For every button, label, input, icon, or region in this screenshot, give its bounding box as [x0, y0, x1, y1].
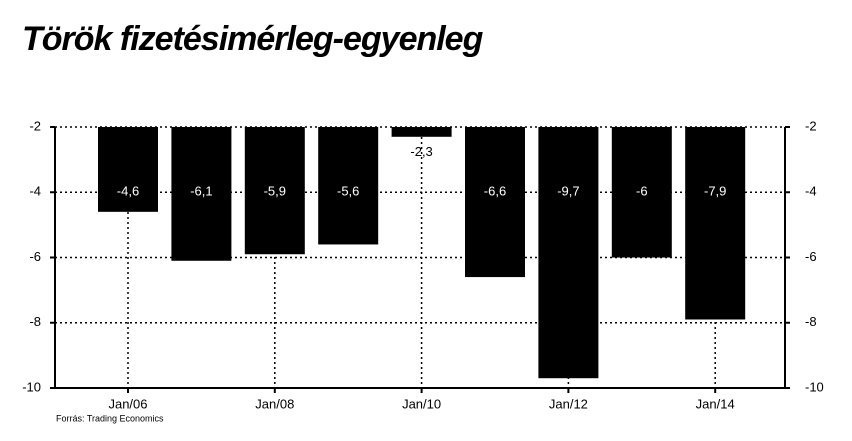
source-note: Forrás: Trading Economics	[56, 413, 164, 423]
value-label: -6,6	[484, 184, 506, 199]
bar	[391, 127, 452, 137]
x-tick-label: Jan/14	[696, 396, 735, 411]
bar	[611, 127, 672, 258]
bar	[318, 127, 379, 245]
bar	[465, 127, 525, 278]
bar	[171, 127, 232, 261]
x-tick-label: Jan/08	[255, 396, 294, 411]
bar	[685, 127, 746, 320]
value-label: -7,9	[704, 184, 726, 199]
y-tick-label: -10	[22, 379, 41, 394]
value-label: -6,1	[190, 184, 212, 199]
y2-tick-label: -10	[805, 379, 824, 394]
y-tick-label: -2	[29, 118, 41, 133]
y-tick-label: -4	[29, 184, 41, 199]
y-tick-label: -8	[29, 314, 41, 329]
bar	[98, 127, 158, 212]
y2-tick-label: -6	[805, 249, 817, 264]
bar	[244, 127, 305, 255]
value-label: -6	[636, 184, 648, 199]
bar	[538, 127, 599, 379]
value-label: -9,7	[557, 184, 579, 199]
x-tick-label: Jan/06	[108, 396, 147, 411]
value-label: -2,3	[410, 144, 432, 159]
x-tick-label: Jan/12	[549, 396, 588, 411]
y-tick-label: -6	[29, 249, 41, 264]
value-label: -5,9	[264, 184, 286, 199]
y2-tick-label: -4	[805, 184, 817, 199]
chart-title: Török fizetésimérleg-egyenleg	[22, 20, 484, 58]
value-label: -4,6	[117, 184, 139, 199]
x-tick-label: Jan/10	[402, 396, 441, 411]
value-label: -5,6	[337, 184, 359, 199]
y2-tick-label: -8	[805, 314, 817, 329]
y2-tick-label: -2	[805, 118, 817, 133]
